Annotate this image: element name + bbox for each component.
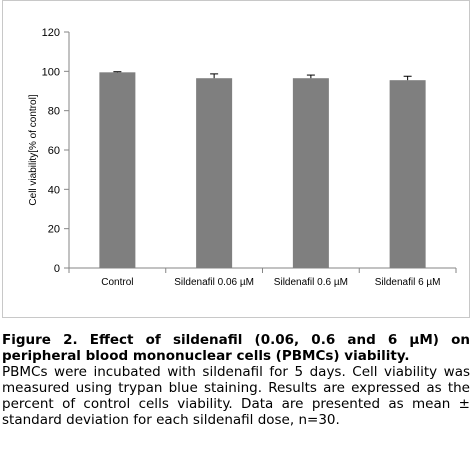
x-tick-label: Sildenafil 0.06 µM — [174, 277, 254, 288]
bar — [99, 72, 136, 268]
y-tick-label: 60 — [48, 145, 60, 157]
x-tick-label: Sildenafil 0.6 µM — [274, 277, 348, 288]
bar — [389, 80, 426, 268]
y-axis-label: Cell viability[% of control] — [28, 94, 39, 205]
x-tick-label: Sildenafil 6 µM — [375, 277, 441, 288]
bar — [292, 78, 329, 268]
chart-frame: 0 20 40 60 80 100 120 Cell viability[% of contr… — [2, 0, 470, 318]
caption-body: PBMCs were incubated with sildenafil for… — [2, 364, 470, 428]
y-tick-label: 0 — [54, 263, 60, 275]
bar-chart: 0 20 40 60 80 100 120 Cell viability[% of contr… — [28, 27, 457, 288]
y-tick-label: 120 — [42, 27, 60, 39]
bar — [196, 78, 233, 268]
figure-caption: Figure 2. Effect of sildenafil (0.06, 0.… — [2, 332, 470, 428]
y-tick-label: 80 — [48, 106, 60, 118]
y-tick-label: 20 — [48, 224, 60, 236]
y-tick-label: 100 — [42, 66, 60, 78]
caption-title: Figure 2. Effect of sildenafil (0.06, 0.… — [2, 332, 470, 364]
x-tick-label: Control — [101, 277, 133, 288]
y-tick-label: 40 — [48, 184, 60, 196]
